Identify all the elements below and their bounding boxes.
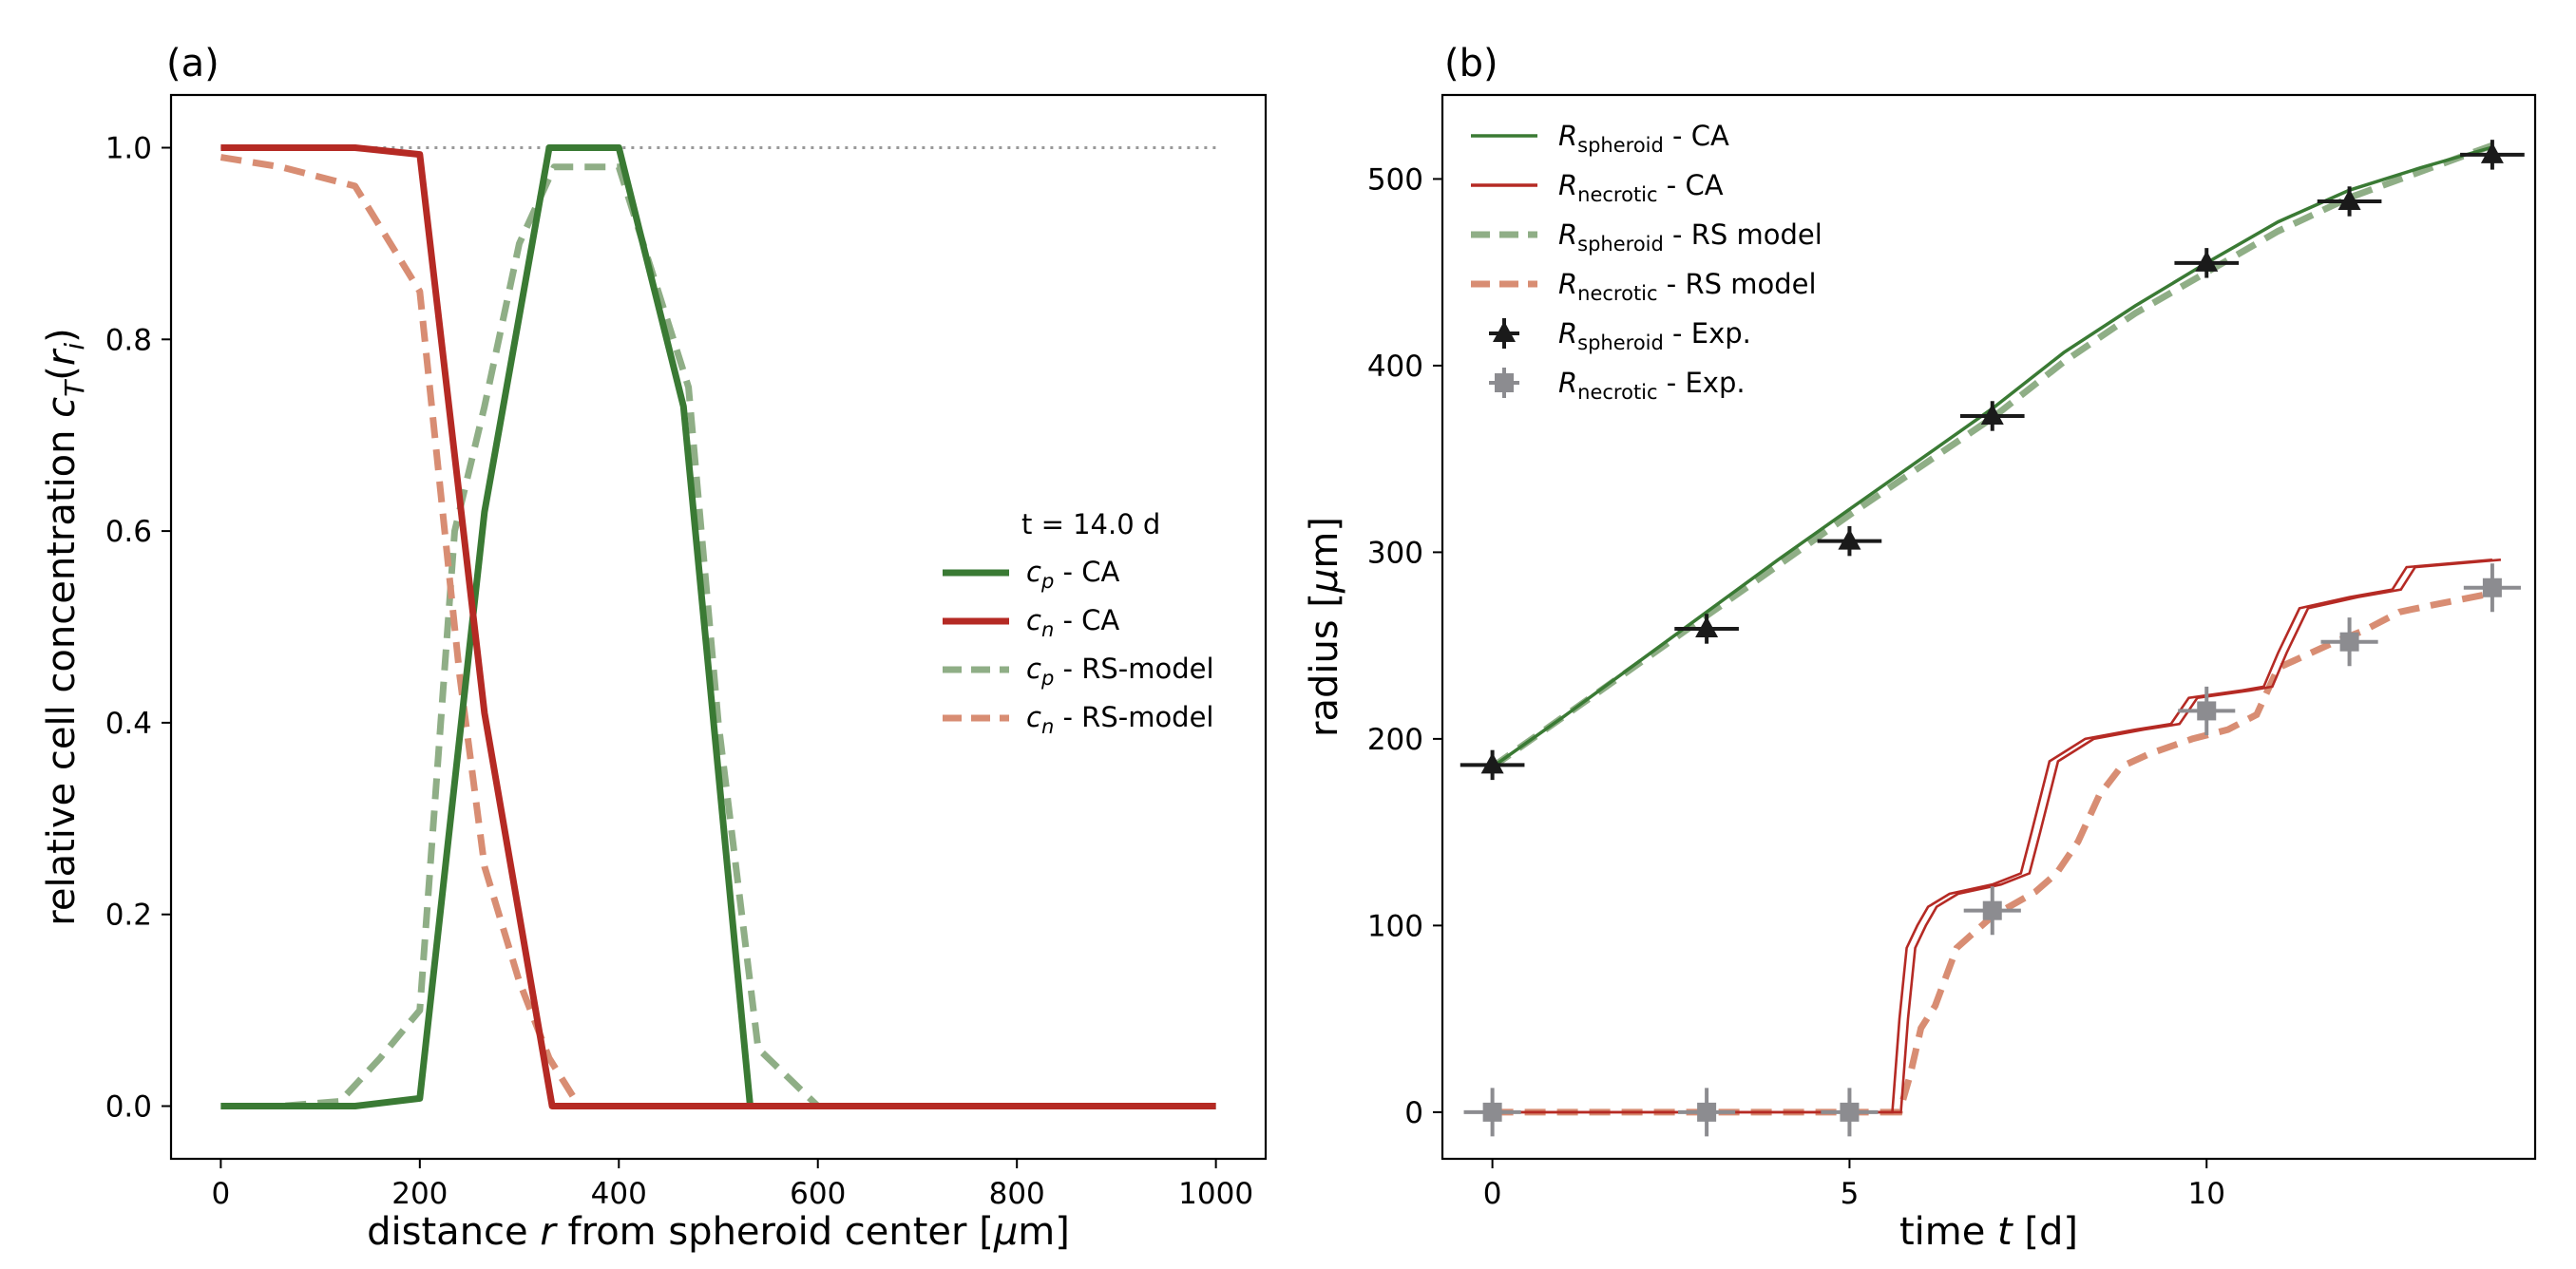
- x-tick-label: 5: [1841, 1177, 1860, 1211]
- panel-label-b: (b): [1444, 42, 1498, 85]
- x-tick-label: 10: [2188, 1177, 2225, 1211]
- y-tick-label: 0.8: [105, 323, 152, 357]
- plot-frame-a: [169, 93, 1268, 1161]
- chart-panel-b: (b) 0 5 10 0 100 200 300 400 500 time t [d] rad…: [1303, 42, 2537, 1254]
- data-point-triangle: [2317, 186, 2382, 217]
- y-tick-label: 1.0: [105, 131, 152, 165]
- data-point-plus: [2463, 563, 2521, 613]
- x-tick-label: 400: [591, 1177, 647, 1211]
- y-tick-label: 0.2: [105, 899, 152, 933]
- y-tick-label: 0.0: [105, 1090, 152, 1125]
- series-line-2: [1490, 142, 2494, 770]
- y-axis-label-b: radius [μm]: [1303, 517, 1346, 737]
- legend-label: Rnecrotic - RS model: [1558, 268, 1817, 305]
- x-axis-label-a: distance r from spheroid center [μm]: [367, 1210, 1070, 1254]
- x-axis-ticks-a: 0 200 400 600 800 1000: [211, 1159, 1253, 1211]
- data-point-plus: [1821, 1088, 1879, 1137]
- y-tick-label: 400: [1367, 350, 1423, 384]
- legend-label: Rspheroid - CA: [1558, 120, 1729, 157]
- x-tick-label: 0: [211, 1177, 230, 1211]
- legend-swatch: [1489, 318, 1519, 349]
- series-line-2: [220, 163, 1216, 1109]
- data-point-plus: [2320, 617, 2378, 667]
- legend-label: Rnecrotic - Exp.: [1558, 367, 1746, 404]
- legend-label: cn - CA: [1026, 604, 1119, 641]
- legend-label: Rspheroid - Exp.: [1558, 317, 1751, 354]
- x-tick-label: 1000: [1178, 1177, 1253, 1211]
- y-tick-label: 300: [1367, 536, 1423, 570]
- data-point-triangle: [2174, 248, 2240, 278]
- legend-a: t = 14.0 d cp - CA cn - CA cp - RS-model cn…: [943, 508, 1214, 738]
- y-tick-label: 0.6: [105, 515, 152, 549]
- chart-panel-a: (a) 0 200 400 600 800 1000 0.0 0.2 0.4 0.6 0.8 1.0…: [40, 42, 1268, 1254]
- y-tick-label: 0: [1404, 1096, 1423, 1130]
- legend-label: cn - RS-model: [1026, 701, 1214, 738]
- x-axis-ticks-b: 0 5 10: [1483, 1159, 2225, 1211]
- y-axis-ticks-b: 0 100 200 300 400 500: [1367, 162, 1442, 1130]
- y-tick-label: 200: [1367, 723, 1423, 757]
- data-point-plus: [2178, 686, 2236, 735]
- data-point-triangle: [2460, 140, 2525, 170]
- legend-label: cp - CA: [1026, 556, 1119, 593]
- x-tick-label: 200: [391, 1177, 448, 1211]
- marker-layer-b: [1460, 140, 2525, 1137]
- series-line-1: [220, 144, 1216, 1109]
- x-tick-label: 800: [989, 1177, 1045, 1211]
- legend-b: Rspheroid - CA Rnecrotic - CA Rspheroid - …: [1471, 120, 1822, 404]
- x-tick-label: 600: [790, 1177, 846, 1211]
- panel-label-a: (a): [166, 42, 219, 85]
- data-point-plus: [1463, 1088, 1521, 1137]
- series-line-1-outer: [1500, 559, 2502, 1114]
- legend-swatch: [1489, 368, 1519, 398]
- y-tick-label: 0.4: [105, 707, 152, 741]
- x-axis-label-b: time t [d]: [1899, 1210, 2078, 1254]
- x-tick-label: 0: [1483, 1177, 1502, 1211]
- data-point-triangle: [1817, 525, 1882, 557]
- data-point-triangle: [1959, 401, 2025, 431]
- data-point-triangle: [1460, 749, 1525, 781]
- series-line-1: [1492, 559, 2493, 1114]
- legend-title-a: t = 14.0 d: [1021, 508, 1160, 540]
- y-axis-ticks-a: 0.0 0.2 0.4 0.6 0.8 1.0: [105, 131, 171, 1125]
- legend-label: cp - RS-model: [1026, 653, 1214, 690]
- legend-label: Rnecrotic - CA: [1558, 169, 1724, 206]
- series-layer-a: [219, 144, 1216, 1109]
- data-point-triangle: [1674, 614, 1739, 644]
- plot-frame-b: [1441, 93, 2537, 1161]
- y-tick-label: 100: [1367, 909, 1423, 943]
- data-point-plus: [1963, 886, 2021, 936]
- legend-label: Rspheroid - RS model: [1558, 218, 1822, 256]
- data-point-plus: [1678, 1088, 1736, 1137]
- y-axis-label-a: relative cell concentration cT(ri): [40, 328, 90, 925]
- y-tick-label: 500: [1367, 162, 1423, 197]
